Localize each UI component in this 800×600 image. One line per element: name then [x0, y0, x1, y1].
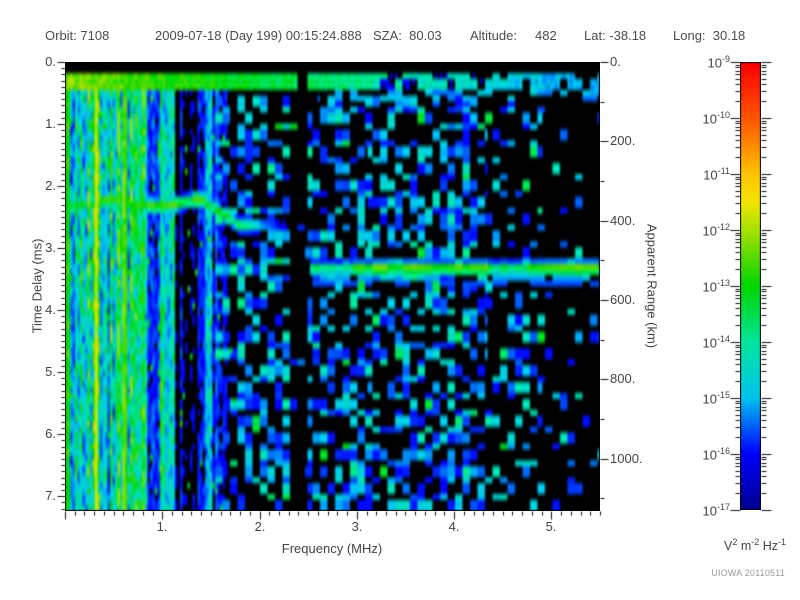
colorbar-unit-label: V2 m-2 Hz-1 — [723, 537, 787, 554]
range-tick-label: 400. — [610, 213, 636, 228]
y-tick-label: 2. — [45, 178, 56, 193]
range-tick-label: 1000. — [610, 451, 643, 466]
y-tick-label: 6. — [45, 426, 56, 441]
y-tick-label: 7. — [45, 488, 56, 503]
colorbar-tick-label: 10-13 — [702, 278, 730, 295]
colorbar-tick-label: 10-16 — [702, 446, 730, 463]
range-tick-label: 600. — [610, 292, 636, 307]
colorbar-tick-label: 10-10 — [702, 110, 730, 127]
x-tick-label: 1. — [156, 519, 168, 534]
x-tick-label: 4. — [448, 519, 460, 534]
watermark: UIOWA 20110511 — [711, 568, 785, 578]
x-tick-label: 3. — [351, 519, 363, 534]
colorbar-tick-label: 10-17 — [702, 502, 730, 519]
y-tick-label: 0. — [45, 54, 56, 69]
range-tick-label: 800. — [610, 371, 636, 386]
y-tick-label: 5. — [45, 364, 56, 379]
range-tick-label: 200. — [610, 133, 636, 148]
colorbar-tick-label: 10-12 — [702, 222, 730, 239]
x-axis-title: Frequency (MHz) — [281, 541, 383, 556]
colorbar-tick-label: 10-11 — [703, 166, 730, 183]
y-axis-title-right: Apparent Range (km) — [644, 223, 660, 349]
colorbar-tick-label: 10-15 — [702, 390, 730, 407]
y-tick-label: 3. — [45, 240, 56, 255]
x-tick-label: 2. — [254, 519, 266, 534]
range-tick-label: 0. — [610, 54, 621, 69]
y-tick-label: 1. — [45, 116, 56, 131]
y-tick-label: 4. — [45, 302, 56, 317]
colorbar-tick-label: 10-14 — [702, 334, 730, 351]
spectrogram-canvas — [65, 62, 600, 511]
colorbar-canvas — [740, 62, 761, 510]
colorbar-tick-label: 10-9 — [707, 54, 730, 71]
x-tick-label: 5. — [545, 519, 557, 534]
